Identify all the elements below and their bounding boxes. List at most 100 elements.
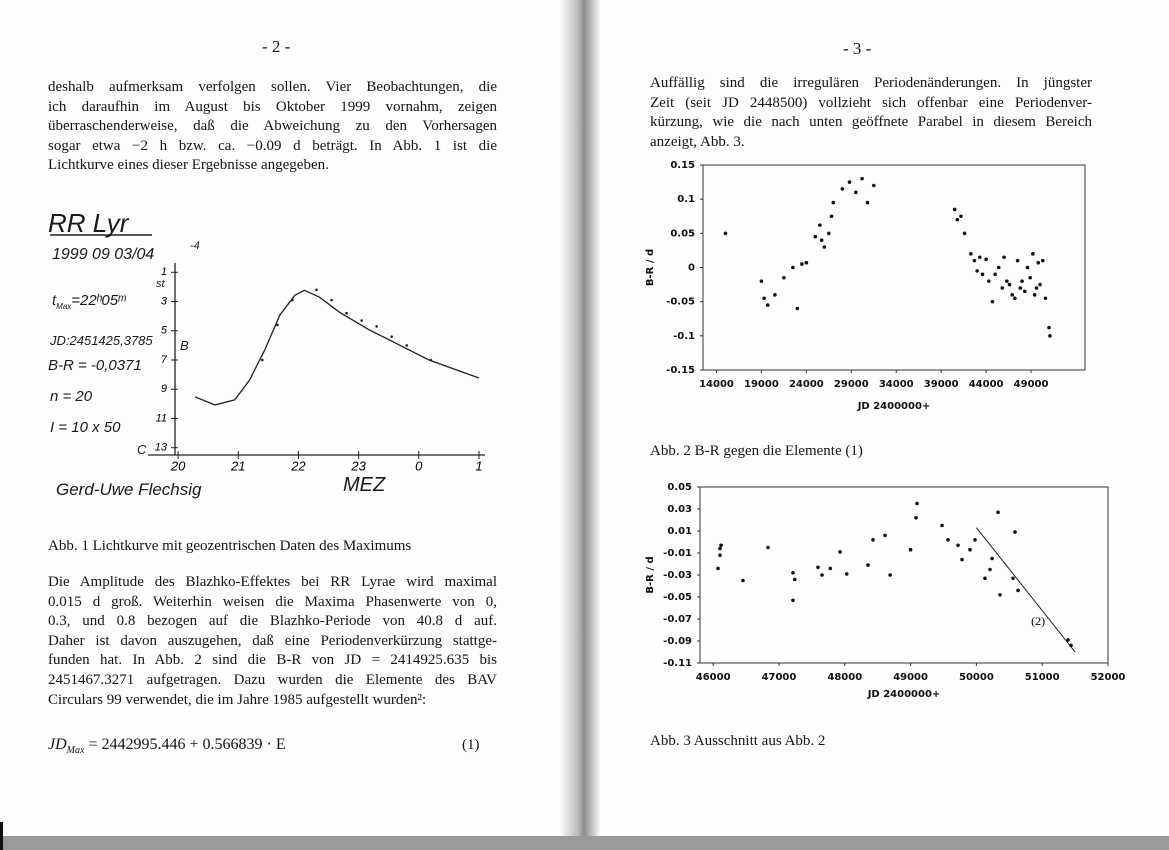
data-point (952, 207, 957, 212)
y-tick-label: 0 (688, 263, 695, 274)
data-point (978, 255, 982, 260)
data-point (914, 516, 918, 520)
x-tick-label: 21 (230, 458, 245, 473)
data-point (860, 176, 864, 181)
text-line: funden hat. In Abb. 2 sind die B-R von J… (48, 652, 497, 669)
bottom-edge (0, 836, 1169, 850)
data-point (819, 238, 824, 242)
data-point (1031, 252, 1035, 256)
text-line: Circulars 99 verwendet, die im Jahre 198… (48, 691, 427, 708)
data-point (792, 577, 797, 582)
light-curve (194, 289, 480, 406)
x-tick-label: 51000 (1025, 672, 1060, 683)
y-tick-label: 0.05 (670, 228, 695, 239)
data-point (840, 187, 845, 191)
data-point (741, 578, 745, 583)
observation (330, 298, 333, 302)
unit-label: st (156, 278, 165, 290)
data-point (820, 573, 824, 577)
observation (429, 358, 433, 362)
y-tick-label: 0.01 (667, 526, 692, 537)
data-point (766, 545, 770, 550)
y-tick-label: 7 (161, 354, 168, 366)
x-tick-label: 46000 (696, 672, 731, 683)
observation (360, 319, 363, 322)
formula: JDMax = 2442995.446 + 0.566839 · E (48, 736, 286, 760)
x-tick-label: 44000 (969, 379, 1004, 390)
y-tick-label: -0.09 (663, 636, 692, 647)
data-point (990, 556, 994, 561)
t-subscript: Max (56, 302, 72, 311)
text-line: deshalb aufmerksam verfolgen sollen. Vie… (48, 79, 497, 95)
y-tick-label: -0.11 (663, 658, 692, 669)
x-tick-label: 29000 (834, 379, 869, 390)
t-symbol: t (52, 292, 57, 309)
data-point (1028, 275, 1032, 280)
data-point (1047, 325, 1051, 330)
y-tick-label: 1 (161, 266, 167, 278)
x-axis-title: JD 2400000+ (857, 401, 931, 412)
data-point (844, 572, 849, 576)
text-line: überraschenderweise, daß die Abweichung … (48, 118, 497, 135)
observation (315, 288, 318, 292)
data-point (1020, 279, 1024, 283)
data-point (1048, 334, 1052, 338)
data-point (993, 272, 997, 277)
x-tick-label: 23 (350, 458, 366, 473)
plot-frame (699, 486, 1109, 664)
data-point (795, 306, 800, 311)
data-point (988, 567, 992, 572)
x-tick-label: 20 (170, 458, 186, 473)
x-tick-label: 39000 (924, 379, 959, 390)
data-point (1013, 530, 1017, 534)
data-point (990, 299, 995, 304)
data-point (983, 576, 987, 581)
y-axis-title: B-R / d (645, 249, 656, 286)
data-point (759, 279, 764, 283)
data-point (804, 260, 809, 265)
date-exponent: -4 (190, 240, 200, 252)
formula-subscript: Max (66, 745, 85, 757)
data-point (782, 275, 786, 280)
y-tick-label: 3 (161, 295, 168, 307)
data-point (1032, 293, 1037, 297)
data-point (1040, 258, 1045, 263)
observation (375, 325, 378, 328)
observation (345, 311, 348, 315)
y-tick-label: 5 (161, 325, 168, 337)
y-tick-label: -0.05 (666, 297, 695, 308)
observation (291, 298, 294, 302)
text-line: Zeit (seit JD 2448500) vollzieht sich of… (650, 94, 1092, 111)
data-point (956, 543, 960, 548)
x-tick-label: 34000 (879, 379, 914, 390)
y-tick-label: -0.01 (663, 548, 692, 559)
x-tick-label: 1 (475, 458, 482, 473)
observation (276, 323, 279, 327)
y-tick-label: 9 (161, 383, 167, 395)
data-point (996, 265, 1001, 270)
data-point (888, 573, 892, 577)
data-point (980, 272, 985, 277)
equation-number: (1) (462, 737, 480, 753)
data-point (1015, 258, 1020, 263)
y-tick-label: -0.15 (666, 365, 695, 376)
x-tick-label: 49000 (893, 672, 928, 683)
formula-rhs: = 2442995.446 + 0.566839 · E (88, 736, 286, 753)
y-tick-label: -0.1 (673, 331, 695, 342)
data-point (762, 296, 766, 301)
x-tick-label: 14000 (699, 379, 734, 390)
y-tick-label: -0.03 (663, 570, 692, 581)
band-label: B (180, 338, 189, 353)
data-point (816, 565, 820, 570)
data-point (1016, 588, 1020, 593)
x-tick-label: 48000 (827, 672, 862, 683)
y-tick-label: 11 (156, 412, 167, 424)
text-line: sogar etwa −2 h bzw. ca. −0.09 d beträgt… (48, 137, 497, 154)
y-tick-label: -0.07 (663, 614, 692, 625)
data-point (791, 265, 795, 270)
y-tick-label: -0.05 (663, 592, 692, 603)
data-point (818, 223, 822, 227)
data-point (1000, 286, 1005, 290)
data-point (719, 543, 723, 548)
